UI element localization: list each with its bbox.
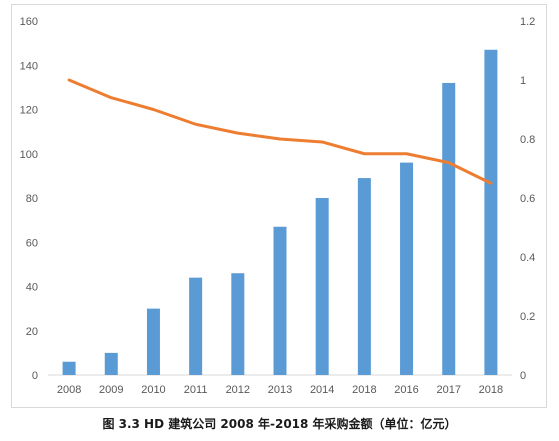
bar-2012-4 <box>231 273 245 375</box>
bar-series <box>62 49 498 375</box>
bar-2017-9 <box>442 82 456 375</box>
x-tick-label: 2010 <box>141 384 165 396</box>
bar-2011-3 <box>189 277 203 375</box>
x-axis-ticks: 2008 2009 2010 2011 2012 2013 2014 2018 2016 2017… <box>57 384 503 396</box>
x-tick-label: 2017 <box>436 384 460 396</box>
x-tick-label: 2016 <box>394 384 418 396</box>
left-tick-label: 140 <box>20 60 38 72</box>
right-tick-label: 0 <box>520 370 526 382</box>
right-axis-ticks: 0 0.2 0.4 0.6 0.8 1 1.2 <box>520 16 535 382</box>
bar-2009-1 <box>104 352 118 375</box>
bar-2010-2 <box>146 308 160 375</box>
left-tick-label: 160 <box>20 16 38 28</box>
x-tick-label: 2009 <box>99 384 123 396</box>
bar-2018-10 <box>484 49 498 375</box>
right-tick-label: 1 <box>520 75 526 87</box>
x-tick-label: 2014 <box>310 384 334 396</box>
bar-2013-5 <box>273 226 287 375</box>
x-tick-label: 2008 <box>57 384 81 396</box>
left-tick-label: 20 <box>26 326 38 338</box>
bar-2008-0 <box>62 361 76 375</box>
left-tick-label: 80 <box>26 193 38 205</box>
left-tick-label: 120 <box>20 105 38 117</box>
bar-2014-6 <box>315 198 329 375</box>
chart-frame: 0 20 40 60 80 100 120 140 160 0 0.2 0.4 0.6 0.8 1 1.2 … <box>11 4 547 408</box>
right-tick-label: 0.8 <box>520 134 535 146</box>
bar-2018-7 <box>357 178 371 375</box>
left-tick-label: 100 <box>20 149 38 161</box>
bar-2016-8 <box>400 162 414 375</box>
figure-caption: 图 3.3 HD 建筑公司 2008 年-2018 年采购金额（单位：亿元） <box>102 417 457 431</box>
x-tick-label: 2018 <box>352 384 376 396</box>
right-tick-label: 0.2 <box>520 311 535 323</box>
line-series <box>67 78 493 185</box>
right-tick-label: 0.6 <box>520 193 535 205</box>
left-axis-ticks: 0 20 40 60 80 100 120 140 160 <box>20 16 38 382</box>
x-tick-label: 2011 <box>184 384 208 396</box>
left-tick-label: 40 <box>26 282 38 294</box>
left-tick-label: 60 <box>26 237 38 249</box>
x-tick-label: 2018 <box>479 384 503 396</box>
left-tick-label: 0 <box>32 370 38 382</box>
x-tick-label: 2012 <box>226 384 250 396</box>
x-tick-label: 2013 <box>268 384 292 396</box>
right-tick-label: 0.4 <box>520 252 535 264</box>
right-tick-label: 1.2 <box>520 16 535 28</box>
